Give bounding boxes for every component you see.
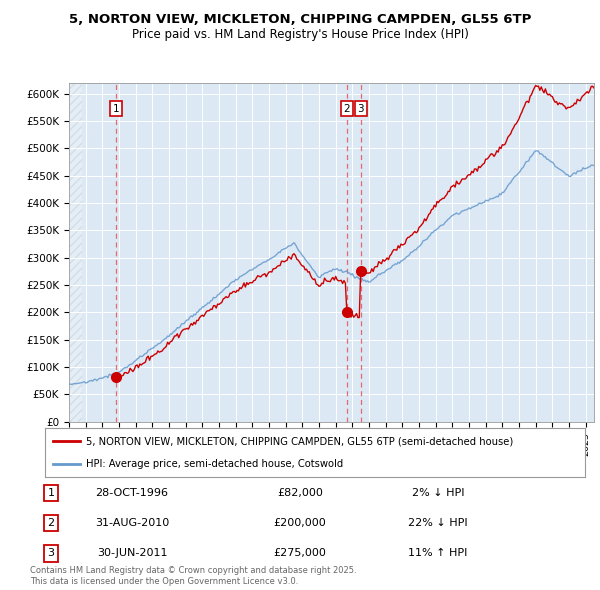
Text: £82,000: £82,000 [277,489,323,498]
Text: £275,000: £275,000 [274,549,326,558]
Text: 5, NORTON VIEW, MICKLETON, CHIPPING CAMPDEN, GL55 6TP (semi-detached house): 5, NORTON VIEW, MICKLETON, CHIPPING CAMP… [86,437,513,447]
Text: 3: 3 [47,549,55,558]
Text: 31-AUG-2010: 31-AUG-2010 [95,518,169,527]
Text: 2: 2 [47,518,55,527]
Text: 30-JUN-2011: 30-JUN-2011 [97,549,167,558]
Text: HPI: Average price, semi-detached house, Cotswold: HPI: Average price, semi-detached house,… [86,458,343,468]
Text: 3: 3 [358,104,364,114]
Text: 2% ↓ HPI: 2% ↓ HPI [412,489,464,498]
Text: 1: 1 [47,489,55,498]
Text: Price paid vs. HM Land Registry's House Price Index (HPI): Price paid vs. HM Land Registry's House … [131,28,469,41]
Text: 28-OCT-1996: 28-OCT-1996 [95,489,169,498]
Text: 5, NORTON VIEW, MICKLETON, CHIPPING CAMPDEN, GL55 6TP: 5, NORTON VIEW, MICKLETON, CHIPPING CAMP… [69,13,531,26]
Text: 2: 2 [344,104,350,114]
Text: 1: 1 [113,104,119,114]
Text: Contains HM Land Registry data © Crown copyright and database right 2025.
This d: Contains HM Land Registry data © Crown c… [30,566,356,586]
Text: 22% ↓ HPI: 22% ↓ HPI [408,518,468,527]
Text: 11% ↑ HPI: 11% ↑ HPI [409,549,467,558]
Text: £200,000: £200,000 [274,518,326,527]
